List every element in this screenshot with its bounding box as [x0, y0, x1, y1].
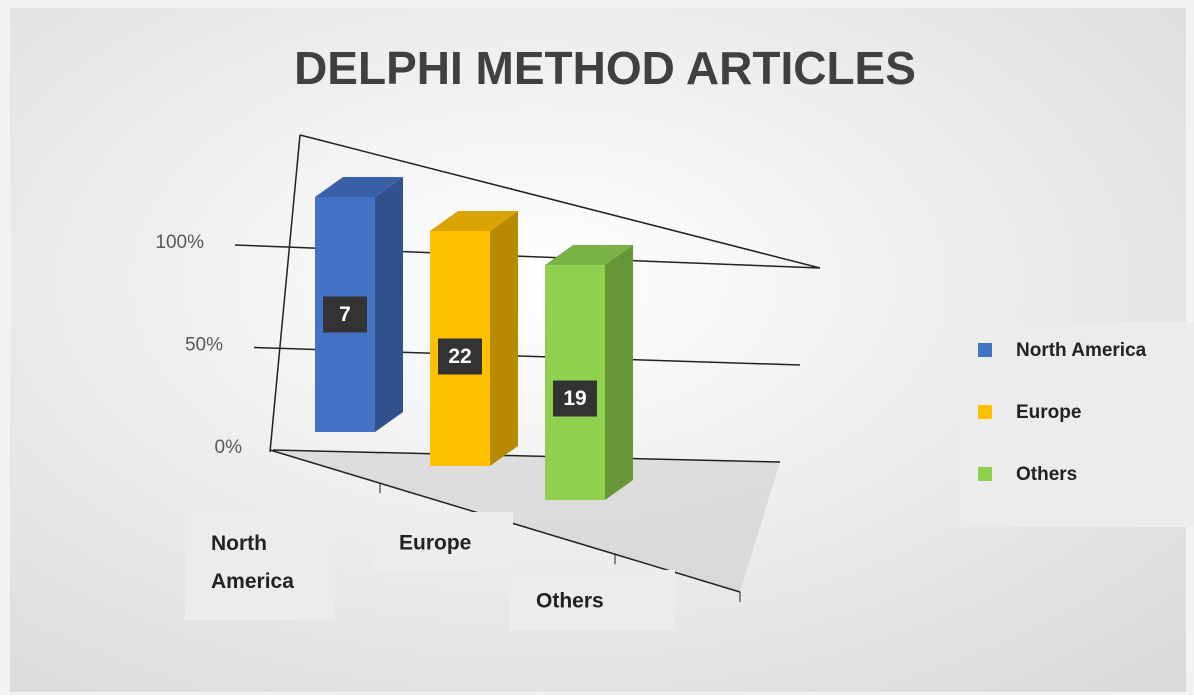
bar-side	[375, 177, 403, 432]
data-label: 22	[448, 345, 471, 368]
legend-swatch	[978, 405, 992, 419]
bar-side	[605, 245, 633, 500]
bar-side	[490, 211, 518, 466]
x-tick-label: Europe	[399, 532, 471, 555]
x-label-box	[185, 512, 335, 620]
floor	[270, 450, 780, 592]
x-label-box	[373, 512, 513, 572]
y-tick-label: 50%	[185, 335, 223, 356]
legend-swatch	[978, 467, 992, 481]
legend-label: Europe	[1016, 402, 1081, 423]
legend-label: Others	[1016, 464, 1077, 485]
x-tick-label: North America	[211, 532, 294, 593]
bar-top	[545, 245, 633, 265]
legend-swatch	[978, 343, 992, 357]
data-label-box	[438, 338, 482, 375]
data-label: 19	[563, 387, 586, 410]
data-label-box	[323, 296, 367, 333]
y-axis	[269, 134, 301, 453]
grid-line	[272, 449, 781, 463]
grid-line-top	[299, 134, 821, 269]
data-label: 7	[339, 303, 351, 326]
x-label-box	[510, 570, 675, 630]
legend-label: North America	[1016, 340, 1147, 361]
y-tick-label: 0%	[215, 437, 243, 458]
y-tick-label: 100%	[155, 232, 204, 253]
chart-title: DELPHI METHOD ARTICLES	[294, 42, 916, 94]
x-tick-label: Others	[536, 590, 604, 613]
bar-top	[315, 177, 403, 197]
legend-box	[960, 322, 1194, 527]
data-label-box	[553, 380, 597, 417]
bar-top	[430, 211, 518, 231]
